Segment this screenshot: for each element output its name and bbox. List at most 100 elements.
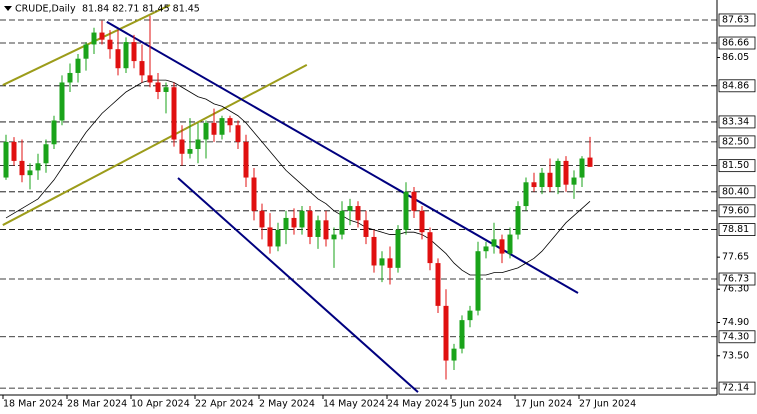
candle-body bbox=[403, 191, 409, 230]
x-tick-label: 18 Mar 2024 bbox=[3, 399, 63, 410]
candle-body bbox=[523, 182, 529, 207]
moving-average bbox=[5, 79, 591, 276]
candle-body bbox=[379, 258, 385, 266]
level-label: 76.73 bbox=[722, 274, 749, 285]
candle-body bbox=[211, 122, 217, 135]
level-label-box bbox=[718, 330, 756, 344]
level-label-box bbox=[718, 36, 756, 50]
candle-body bbox=[131, 42, 137, 62]
candle-body bbox=[91, 32, 97, 45]
candle-body bbox=[235, 125, 241, 142]
candle-body bbox=[283, 217, 289, 230]
candle-body bbox=[11, 141, 17, 161]
candle-body bbox=[291, 217, 297, 228]
menu-triangle[interactable] bbox=[4, 6, 12, 11]
level-label: 79.60 bbox=[722, 205, 749, 216]
candle-body bbox=[99, 32, 105, 40]
candle-body bbox=[587, 157, 593, 167]
candle-body bbox=[395, 229, 401, 268]
level-label-box bbox=[718, 79, 756, 93]
candle-body bbox=[419, 210, 425, 233]
level-label: 83.34 bbox=[722, 116, 749, 127]
candle-body bbox=[443, 305, 449, 361]
candle-body bbox=[43, 144, 49, 164]
candle-body bbox=[219, 118, 225, 135]
candle-body bbox=[355, 206, 361, 221]
candle-body bbox=[491, 239, 497, 247]
candle-body bbox=[531, 182, 537, 188]
candle-body bbox=[179, 139, 185, 154]
candle-body bbox=[155, 82, 161, 92]
candle-body bbox=[187, 149, 193, 154]
candle-body bbox=[59, 82, 65, 121]
level-label: 80.40 bbox=[722, 186, 749, 197]
candle-body bbox=[147, 75, 153, 83]
level-label-box bbox=[718, 115, 756, 129]
candle-body bbox=[203, 122, 209, 140]
candle-body bbox=[139, 61, 145, 76]
candle-body bbox=[459, 320, 465, 349]
x-tick-label: 14 May 2024 bbox=[323, 399, 385, 410]
candle-body bbox=[467, 310, 473, 321]
candle-body bbox=[227, 118, 233, 126]
level-label-box bbox=[718, 135, 756, 149]
candle-body bbox=[251, 177, 257, 211]
plot-area bbox=[0, 4, 717, 393]
x-tick-label: 10 Apr 2024 bbox=[131, 399, 190, 410]
x-tick-label: 2 May 2024 bbox=[259, 399, 315, 410]
candle-body bbox=[307, 210, 313, 237]
candle-body bbox=[371, 236, 377, 266]
candle-body bbox=[387, 258, 393, 268]
candle-body bbox=[299, 210, 305, 228]
trendline bbox=[2, 63, 308, 226]
candle-body bbox=[171, 87, 177, 140]
candle-body bbox=[435, 263, 441, 306]
candle-body bbox=[339, 210, 345, 235]
candle-body bbox=[539, 172, 545, 188]
candle-body bbox=[163, 87, 169, 92]
candle-body bbox=[563, 160, 569, 185]
candle-body bbox=[275, 229, 281, 247]
level-label-box bbox=[718, 13, 756, 27]
candle-body bbox=[267, 227, 273, 247]
level-label: 84.86 bbox=[722, 80, 749, 91]
symbol: CRUDE,Daily bbox=[15, 4, 76, 15]
y-tick-label: 86.05 bbox=[722, 52, 749, 63]
x-tick-label: 28 Mar 2024 bbox=[67, 399, 127, 410]
candle-body bbox=[259, 210, 265, 228]
candle-body bbox=[19, 160, 25, 176]
x-tick-label: 24 May 2024 bbox=[387, 399, 449, 410]
candle-body bbox=[115, 49, 121, 69]
y-tick-label: 74.90 bbox=[722, 317, 749, 328]
candle-body bbox=[27, 170, 33, 176]
x-tick-label: 27 Jun 2024 bbox=[579, 399, 636, 410]
candle-body bbox=[3, 141, 9, 178]
candle-body bbox=[515, 206, 521, 235]
level-label-box bbox=[718, 185, 756, 199]
y-tick-label: 76.30 bbox=[722, 284, 749, 295]
y-tick-label: 77.65 bbox=[722, 252, 749, 263]
candle-body bbox=[555, 160, 561, 188]
level-label: 72.14 bbox=[722, 383, 749, 394]
candle-body bbox=[323, 220, 329, 240]
trendline bbox=[106, 20, 579, 294]
candle-body bbox=[315, 220, 321, 237]
candle-body bbox=[331, 234, 337, 240]
trendline bbox=[177, 177, 419, 393]
candle-body bbox=[243, 141, 249, 178]
candle-body bbox=[347, 206, 353, 211]
level-label-box bbox=[718, 223, 756, 236]
level-label: 82.50 bbox=[722, 136, 749, 147]
candle-body bbox=[107, 39, 113, 50]
candle-body bbox=[483, 246, 489, 252]
candle-body bbox=[83, 44, 89, 59]
level-label-box bbox=[718, 381, 756, 395]
candle-body bbox=[411, 191, 417, 211]
candle-body bbox=[35, 163, 41, 171]
candle-body bbox=[51, 120, 57, 145]
x-tick-label: 22 Apr 2024 bbox=[195, 399, 254, 410]
candle-body bbox=[579, 158, 585, 178]
candle-body bbox=[451, 348, 457, 361]
